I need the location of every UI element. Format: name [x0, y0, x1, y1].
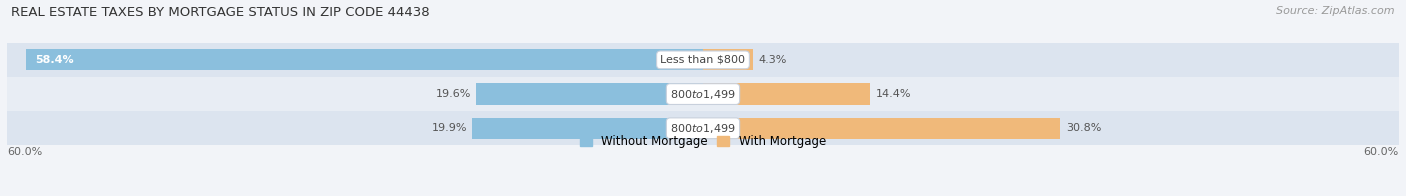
Text: 60.0%: 60.0%	[1364, 147, 1399, 157]
Text: REAL ESTATE TAXES BY MORTGAGE STATUS IN ZIP CODE 44438: REAL ESTATE TAXES BY MORTGAGE STATUS IN …	[11, 6, 430, 19]
Bar	[475, 83, 703, 105]
Bar	[703, 83, 870, 105]
Bar	[25, 49, 703, 71]
Bar	[7, 43, 1399, 77]
Text: 19.6%: 19.6%	[436, 89, 471, 99]
Legend: Without Mortgage, With Mortgage: Without Mortgage, With Mortgage	[581, 135, 825, 148]
Bar	[703, 118, 1060, 139]
Text: Less than $800: Less than $800	[661, 55, 745, 65]
Text: Source: ZipAtlas.com: Source: ZipAtlas.com	[1277, 6, 1395, 16]
Text: 14.4%: 14.4%	[876, 89, 911, 99]
Text: 60.0%: 60.0%	[7, 147, 42, 157]
Text: 19.9%: 19.9%	[432, 123, 468, 133]
Text: 30.8%: 30.8%	[1066, 123, 1101, 133]
Text: 4.3%: 4.3%	[759, 55, 787, 65]
Bar	[7, 77, 1399, 111]
Bar	[703, 49, 752, 71]
Bar	[7, 111, 1399, 145]
Bar	[472, 118, 703, 139]
Text: $800 to $1,499: $800 to $1,499	[671, 88, 735, 101]
Text: 58.4%: 58.4%	[35, 55, 73, 65]
Text: $800 to $1,499: $800 to $1,499	[671, 122, 735, 135]
